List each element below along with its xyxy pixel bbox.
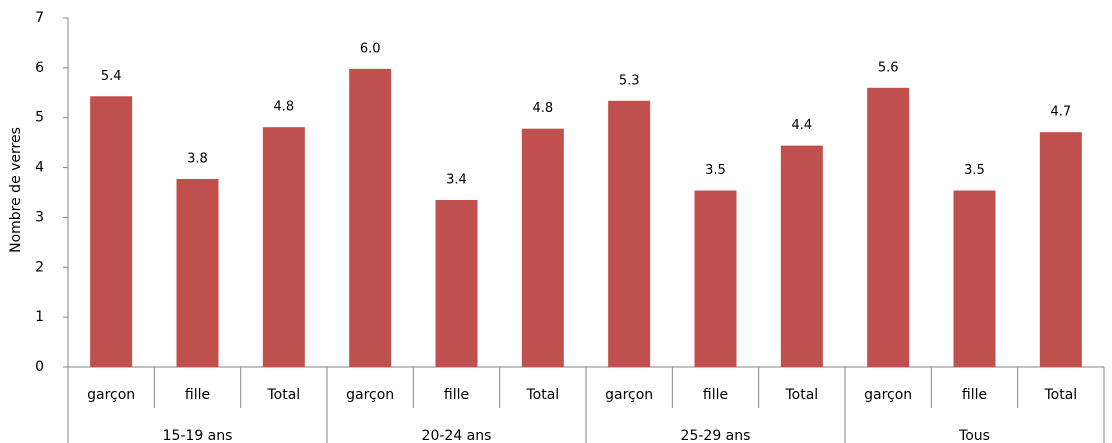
data-label: 6.0 <box>360 41 381 56</box>
bar <box>435 199 478 367</box>
bar <box>90 96 133 368</box>
bar <box>262 127 305 368</box>
bar <box>953 190 996 367</box>
bar <box>867 87 910 368</box>
bar <box>176 179 219 367</box>
data-label: 3.5 <box>964 163 985 178</box>
data-label: 3.8 <box>187 152 208 167</box>
x-tick-label: garçon <box>605 387 653 403</box>
x-tick-label: garçon <box>87 387 135 403</box>
x-group-label: 25-29 ans <box>681 428 751 443</box>
x-tick-label: garçon <box>864 387 912 403</box>
x-tick-label: Total <box>1043 387 1077 403</box>
x-tick-label: Total <box>266 387 300 403</box>
x-group-label: 15-19 ans <box>163 428 233 443</box>
x-tick-label: fille <box>703 387 728 403</box>
bar <box>1039 132 1082 367</box>
data-label: 3.5 <box>705 163 726 178</box>
data-label: 4.8 <box>532 101 553 116</box>
y-axis-title: Nombre de verres <box>8 127 24 253</box>
bar <box>349 68 392 368</box>
bar <box>521 128 564 367</box>
x-tick-label: fille <box>444 387 469 403</box>
y-tick-label: 2 <box>35 259 44 275</box>
bar <box>694 190 737 367</box>
x-tick-label: garçon <box>346 387 394 403</box>
data-label: 3.4 <box>446 172 467 187</box>
data-label: 4.4 <box>791 118 812 133</box>
y-tick-label: 7 <box>35 10 44 26</box>
y-tick-label: 0 <box>35 359 44 375</box>
y-tick-label: 1 <box>35 309 44 325</box>
bar <box>780 145 823 367</box>
x-tick-label: Total <box>784 387 818 403</box>
x-tick-label: Total <box>525 387 559 403</box>
y-tick-label: 3 <box>35 209 44 225</box>
y-tick-label: 5 <box>35 110 44 126</box>
y-tick-label: 6 <box>35 60 44 76</box>
x-tick-label: fille <box>962 387 987 403</box>
y-tick-label: 4 <box>35 160 44 176</box>
x-group-label: 20-24 ans <box>422 428 492 443</box>
data-label: 5.4 <box>101 69 122 84</box>
data-label: 5.6 <box>878 60 899 75</box>
data-label: 4.8 <box>273 100 294 115</box>
data-label: 4.7 <box>1050 105 1071 120</box>
x-group-label: Tous <box>958 428 990 443</box>
data-label: 5.3 <box>619 73 640 88</box>
x-tick-label: fille <box>185 387 210 403</box>
bar <box>608 100 651 368</box>
